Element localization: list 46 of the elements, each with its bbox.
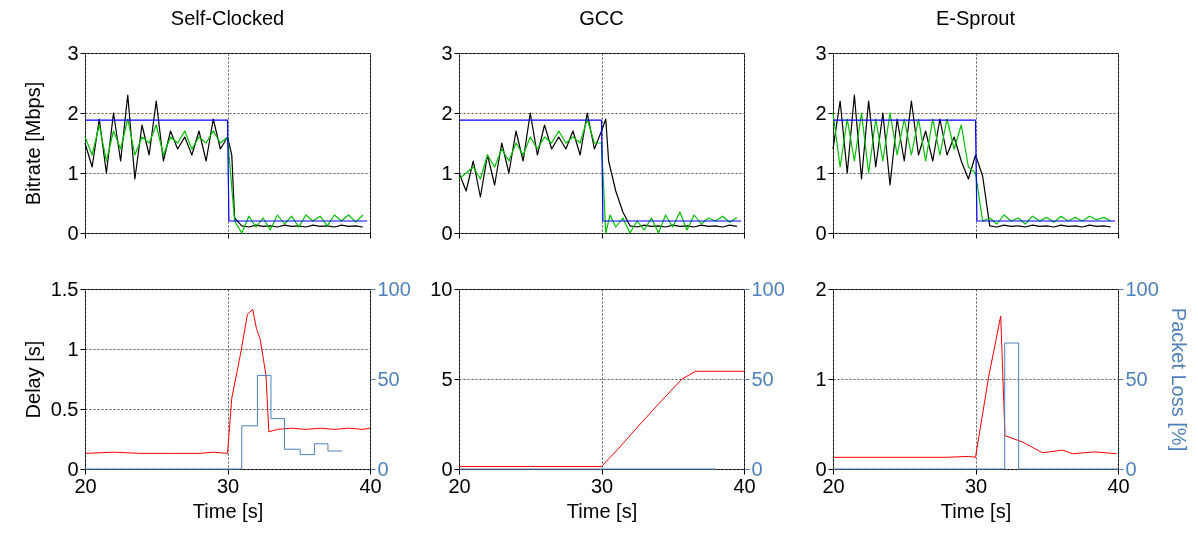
y-tick-label: 0.5 [50, 397, 79, 420]
y-tick-label: 2 [441, 101, 453, 124]
x-axis-title: Time [s] [192, 499, 264, 522]
y-tick-label: 0 [67, 221, 79, 244]
y-tick-label: 1.5 [50, 277, 79, 300]
y-tick-label: 1 [67, 337, 79, 360]
line-series [84, 374, 343, 470]
y-tick-label: 3 [815, 41, 827, 64]
y2-axis-title: Packet Loss [%] [1167, 307, 1190, 452]
y-tick-label: 10 [430, 277, 453, 300]
line-series [832, 315, 1118, 458]
y-tick-label: 1 [441, 161, 453, 184]
x-tick-label: 30 [590, 474, 614, 497]
y-tick-label: 0 [67, 457, 79, 480]
y-axis-title: Delay [s] [21, 340, 44, 419]
x-tick-label: 30 [216, 474, 240, 497]
y-tick-label: 3 [441, 41, 453, 64]
y2-tick-label: 0 [1125, 457, 1137, 480]
y2-tick-label: 100 [377, 277, 411, 300]
y2-tick-label: 50 [1125, 367, 1148, 390]
chart-title: Self-Clocked [170, 7, 285, 29]
y2-tick-label: 0 [751, 457, 763, 480]
chart-title: E-Sprout [936, 7, 1016, 29]
x-axis-title: Time [s] [566, 499, 638, 522]
y-tick-label: 3 [67, 41, 79, 64]
y-tick-label: 0 [441, 221, 453, 244]
y-tick-label: 0 [815, 221, 827, 244]
y-tick-label: 0 [441, 457, 453, 480]
y-tick-label: 1 [815, 367, 827, 390]
y-tick-label: 2 [815, 277, 827, 300]
chart-title: GCC [579, 7, 624, 29]
y2-tick-label: 100 [751, 277, 785, 300]
y2-tick-label: 50 [377, 367, 400, 390]
line-series [84, 308, 371, 454]
x-axis-title: Time [s] [940, 499, 1012, 522]
y2-tick-label: 100 [1125, 277, 1159, 300]
y-axis-title: Bitrate [Mbps] [21, 81, 44, 206]
y2-tick-label: 0 [377, 457, 389, 480]
y-tick-label: 0 [815, 457, 827, 480]
y-tick-label: 5 [441, 367, 453, 390]
y-tick-label: 1 [67, 161, 79, 184]
x-tick-label: 30 [964, 474, 988, 497]
y-tick-label: 2 [815, 101, 827, 124]
y-tick-label: 2 [67, 101, 79, 124]
y2-tick-label: 50 [751, 367, 774, 390]
y-tick-label: 1 [815, 161, 827, 184]
